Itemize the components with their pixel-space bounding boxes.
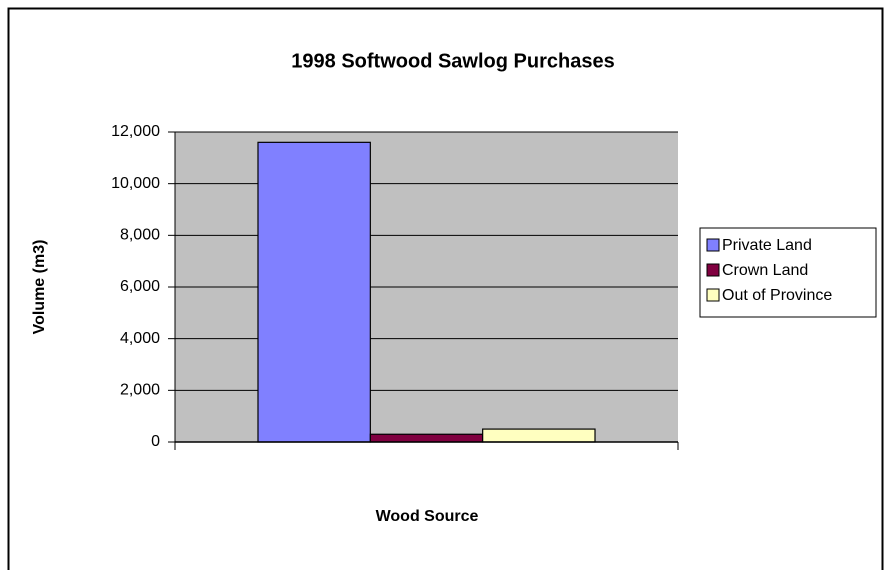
y-tick-label: 4,000 [120, 330, 160, 347]
y-tick-label: 6,000 [120, 278, 160, 295]
y-axis-label: Volume (m3) [31, 240, 48, 335]
legend-swatch [706, 238, 720, 252]
legend-label: Out of Province [722, 287, 832, 304]
legend-box [699, 227, 877, 318]
y-tick-label: 10,000 [111, 175, 160, 192]
y-tick-label: 8,000 [120, 227, 160, 244]
y-tick-label: 2,000 [120, 382, 160, 399]
chart-title: 1998 Softwood Sawlog Purchases [291, 50, 614, 72]
bar [369, 433, 484, 443]
legend-swatch [706, 263, 720, 277]
y-tick-label: 12,000 [111, 123, 160, 140]
bar [257, 141, 371, 443]
bar [482, 428, 596, 443]
y-tick-label: 0 [151, 433, 160, 450]
legend-label: Crown Land [722, 262, 808, 279]
x-axis-label: Wood Source [376, 508, 479, 525]
legend-label: Private Land [722, 237, 812, 254]
legend-swatch [706, 288, 720, 302]
